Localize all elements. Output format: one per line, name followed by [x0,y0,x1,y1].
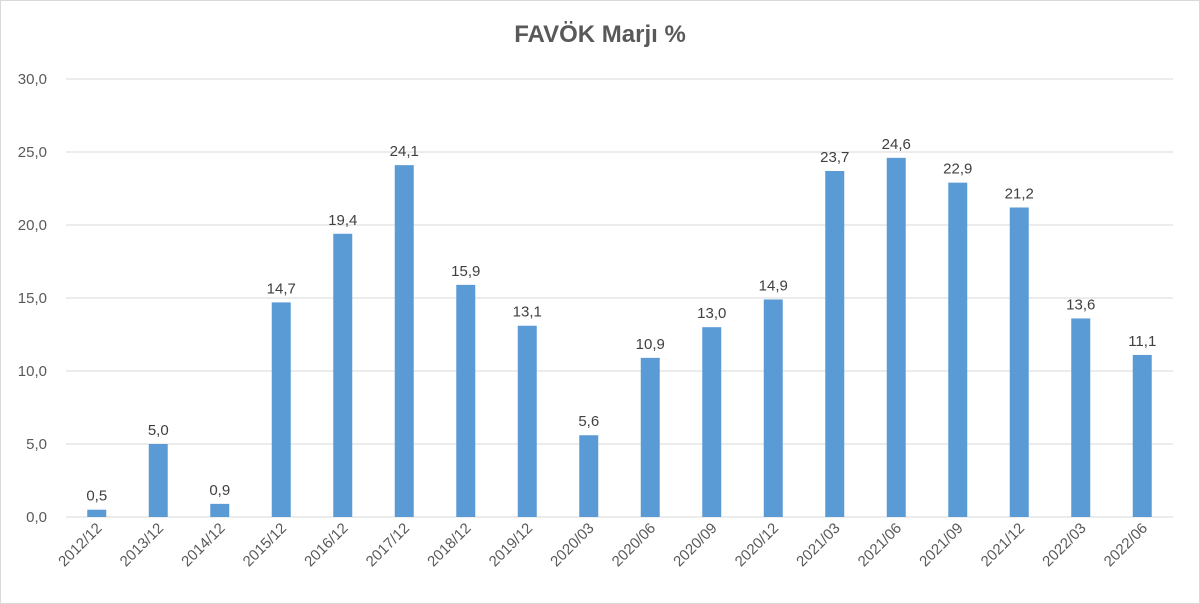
bar [763,299,783,517]
x-tick-label: 2019/12 [486,520,536,570]
y-tick-label: 20,0 [18,217,47,234]
bar [394,165,414,517]
x-tick-label: 2020/12 [732,520,782,570]
x-tick-label: 2022/03 [1039,520,1089,570]
data-label: 0,5 [86,488,107,505]
bar [87,509,107,517]
bar [1132,354,1152,517]
x-tick-label: 2020/06 [609,520,659,570]
data-label: 11,1 [1128,333,1156,350]
data-label: 13,1 [513,304,542,321]
bar [517,325,537,517]
bar [825,170,845,518]
bar [579,435,599,517]
bar [886,157,906,517]
data-label: 21,2 [1005,185,1034,202]
x-tick-label: 2017/12 [363,520,413,570]
data-label: 24,1 [390,143,419,160]
x-tick-label: 2016/12 [301,520,351,570]
bar [210,503,230,517]
y-tick-label: 30,0 [18,71,47,88]
y-tick-label: 15,0 [18,290,47,307]
data-label: 0,9 [209,482,230,499]
bar [1071,318,1091,517]
data-label: 14,9 [759,277,788,294]
bar [702,327,722,517]
y-tick-label: 25,0 [18,144,47,161]
x-tick-label: 2015/12 [240,520,290,570]
bar [148,444,168,517]
chart-title: FAVÖK Marjı % [514,21,686,48]
data-label: 19,4 [328,212,357,229]
data-label: 10,9 [636,336,665,353]
bar [333,233,353,517]
x-tick-label: 2020/09 [670,520,720,570]
data-label: 24,6 [882,136,911,153]
y-tick-label: 0,0 [26,509,47,526]
data-label: 13,0 [697,305,726,322]
bar [271,302,291,517]
data-label: 14,7 [267,280,296,297]
bar [1009,207,1029,518]
x-tick-label: 2021/09 [916,520,966,570]
bar [456,284,476,517]
x-tick-label: 2021/12 [978,520,1028,570]
bar [948,182,968,517]
y-tick-label: 5,0 [26,436,47,453]
bar [640,357,660,517]
x-tick-label: 2018/12 [424,520,474,570]
x-tick-label: 2022/06 [1101,520,1151,570]
x-tick-label: 2013/12 [117,520,167,570]
x-tick-label: 2020/03 [547,520,597,570]
y-tick-label: 10,0 [18,363,47,380]
x-tick-label: 2021/03 [793,520,843,570]
x-tick-label: 2021/06 [855,520,905,570]
data-label: 23,7 [820,149,849,166]
data-label: 5,6 [578,413,599,430]
data-label: 22,9 [943,161,972,178]
x-tick-label: 2012/12 [55,520,105,570]
x-tick-label: 2014/12 [178,520,228,570]
data-label: 13,6 [1066,296,1095,313]
data-label: 5,0 [148,422,169,439]
data-label: 15,9 [451,263,480,280]
